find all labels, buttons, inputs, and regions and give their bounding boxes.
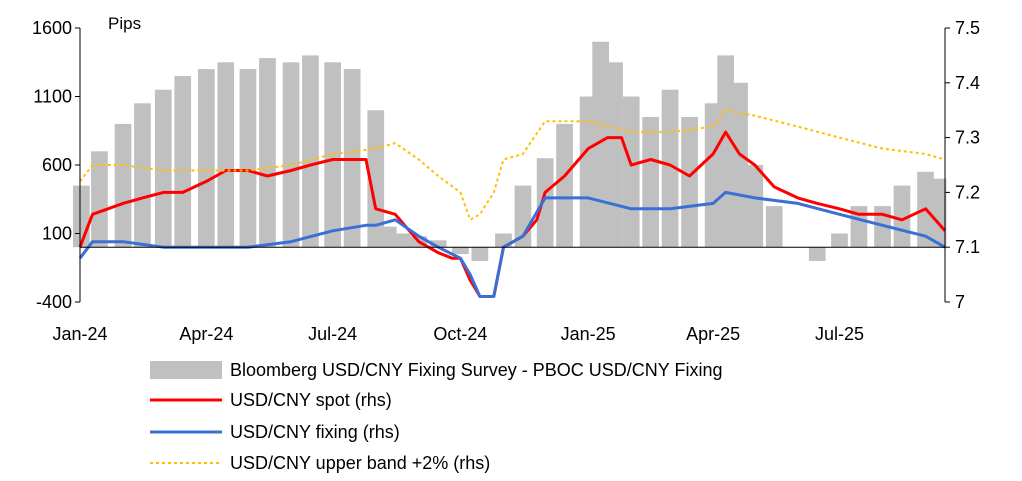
legend-swatch-bar bbox=[150, 361, 222, 379]
left-tick-label: 1600 bbox=[32, 18, 72, 38]
left-unit-label: Pips bbox=[108, 14, 141, 33]
left-tick-label: -400 bbox=[36, 292, 72, 312]
bar bbox=[73, 185, 90, 248]
bar bbox=[217, 62, 235, 248]
line-series-3 bbox=[79, 109, 946, 221]
bar bbox=[174, 76, 192, 248]
right-tick-label: 7.1 bbox=[955, 237, 980, 257]
bar bbox=[282, 62, 300, 248]
bar bbox=[367, 110, 385, 248]
bar-series bbox=[73, 41, 947, 261]
bar bbox=[850, 206, 868, 248]
bar bbox=[717, 55, 734, 248]
bar bbox=[452, 247, 469, 255]
bar bbox=[746, 165, 764, 248]
left-tick-label: 1100 bbox=[33, 87, 72, 107]
bar bbox=[622, 96, 640, 248]
legend-label: USD/CNY fixing (rhs) bbox=[230, 422, 400, 442]
bar bbox=[556, 123, 573, 248]
bar bbox=[239, 69, 257, 248]
bar bbox=[681, 117, 698, 248]
bar bbox=[429, 240, 447, 248]
x-tick-label: Oct-24 bbox=[433, 324, 487, 344]
legend-label: USD/CNY upper band +2% (rhs) bbox=[230, 453, 490, 473]
bar bbox=[606, 62, 623, 248]
left-tick-label: 100 bbox=[42, 224, 72, 244]
bar bbox=[592, 41, 609, 248]
left-tick-label: 600 bbox=[42, 155, 72, 175]
bar bbox=[393, 233, 411, 248]
plot-layer bbox=[73, 41, 947, 298]
bar bbox=[536, 158, 554, 248]
bar bbox=[324, 62, 341, 248]
bar bbox=[114, 123, 132, 248]
bar bbox=[471, 247, 489, 261]
right-tick-label: 7.2 bbox=[955, 182, 980, 202]
legend-label: USD/CNY spot (rhs) bbox=[230, 390, 392, 410]
bar bbox=[259, 58, 276, 248]
right-tick-label: 7 bbox=[955, 292, 965, 312]
bar bbox=[198, 69, 215, 248]
x-tick-label: Apr-25 bbox=[686, 324, 740, 344]
bar bbox=[91, 151, 108, 248]
bar bbox=[929, 178, 947, 248]
x-tick-label: Jul-24 bbox=[308, 324, 357, 344]
x-tick-label: Jan-24 bbox=[52, 324, 107, 344]
bar bbox=[731, 82, 748, 248]
bar bbox=[831, 233, 848, 248]
right-tick-label: 7.3 bbox=[955, 128, 980, 148]
right-tick-label: 7.4 bbox=[955, 73, 980, 93]
x-tick-label: Apr-24 bbox=[179, 324, 233, 344]
bar bbox=[379, 226, 397, 248]
bar bbox=[765, 206, 783, 248]
right-tick-label: 7.5 bbox=[955, 18, 980, 38]
bar bbox=[154, 89, 172, 248]
legend-layer: Bloomberg USD/CNY Fixing Survey - PBOC U… bbox=[150, 360, 722, 473]
bar bbox=[302, 55, 319, 248]
bar bbox=[134, 103, 151, 248]
bar bbox=[808, 247, 826, 261]
x-tick-label: Jul-25 bbox=[815, 324, 864, 344]
line-series-2 bbox=[78, 190, 946, 298]
axes-layer: 1600 1100 600 100 -400 7.5 7.4 7.3 7.2 7.1 7 Jan-24… bbox=[32, 18, 980, 344]
legend-label: Bloomberg USD/CNY Fixing Survey - PBOC U… bbox=[230, 360, 722, 380]
bar bbox=[642, 117, 659, 248]
x-tick-label: Jan-25 bbox=[561, 324, 616, 344]
